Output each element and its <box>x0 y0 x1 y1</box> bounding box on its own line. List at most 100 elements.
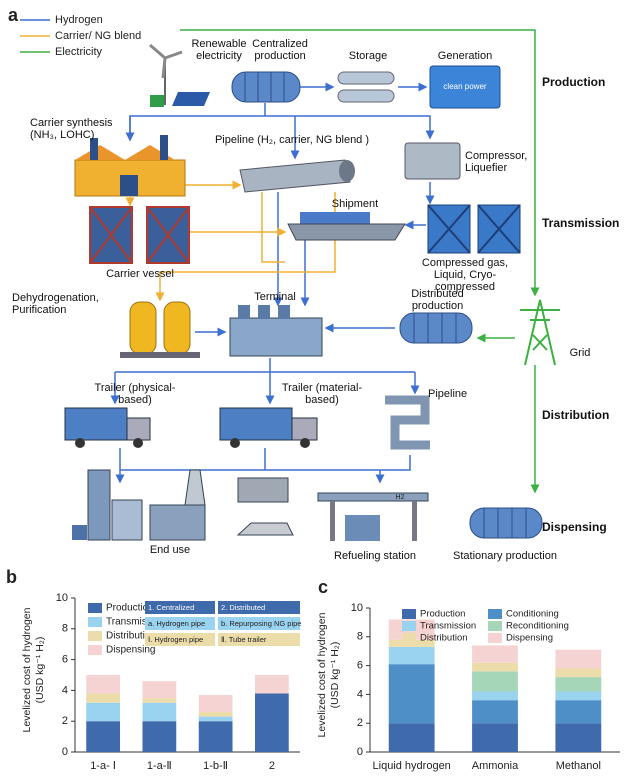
pipes <box>385 400 430 445</box>
label: Storage <box>338 50 398 62</box>
x-tick-label: Ammonia <box>472 760 519 772</box>
legend-swatch <box>488 621 502 631</box>
annotation-box <box>218 633 300 646</box>
bar-segment <box>143 681 177 698</box>
bar-segment <box>389 620 435 640</box>
label: Stationary production <box>440 550 570 562</box>
legend-label: Dispensing <box>506 633 553 644</box>
annotation: 1. Centralized <box>148 603 194 612</box>
legend-swatch <box>88 631 102 641</box>
bar-segment <box>143 698 177 703</box>
legend-label: Distribution <box>420 633 468 644</box>
bar-segment <box>199 721 233 752</box>
bar-segment <box>472 700 518 723</box>
storage <box>338 72 394 102</box>
legend-label: Carrier/ NG blend <box>55 30 141 42</box>
carrier-vessel <box>90 207 189 263</box>
y-tick-label: 8 <box>357 631 363 643</box>
y-tick-label: 0 <box>62 746 68 758</box>
label: Trailer (physical-based) <box>90 382 180 406</box>
annotation: 2. Distributed <box>221 603 265 612</box>
bar-segment <box>555 650 601 669</box>
legend-label: Electricity <box>55 46 103 58</box>
stage-label: Transmission <box>542 216 619 230</box>
legend-swatch <box>88 603 102 613</box>
y-tick-label: 8 <box>62 623 68 635</box>
bar-segment <box>199 695 233 712</box>
label: Compressor, Liquefier <box>465 150 545 174</box>
bar-segment <box>255 693 289 752</box>
label: End use <box>135 544 205 556</box>
bar-segment <box>472 723 518 752</box>
bar-segment <box>255 675 289 693</box>
icon-text: H2 <box>396 494 405 501</box>
bar-segment <box>86 721 120 752</box>
legend-label: Distribution <box>106 631 156 642</box>
figure: a Hydrogen Carrier/ NG blend Electricity <box>0 0 627 784</box>
legend-label: Dispensing <box>106 645 155 656</box>
legend-label: Hydrogen <box>55 14 103 26</box>
vehicles <box>238 478 293 535</box>
legend-swatch <box>88 645 102 655</box>
bar-segment <box>472 663 518 672</box>
legend-label: Reconditioning <box>506 621 569 632</box>
bar-segment <box>143 703 177 721</box>
legend-swatch <box>402 621 416 631</box>
annotation-box <box>145 633 215 646</box>
annotation-box <box>145 617 215 630</box>
bar-segment <box>555 677 601 691</box>
bar-segment <box>86 703 120 721</box>
legend-swatch <box>402 609 416 619</box>
x-tick-label: 1-a- Ⅰ <box>90 760 116 772</box>
label: Carrier synthesis (NH₃, LOHC) <box>30 117 140 141</box>
pipeline <box>240 160 355 192</box>
annotation-box <box>218 601 300 614</box>
x-tick-label: 2 <box>269 760 275 772</box>
label: Refueling station <box>320 550 430 562</box>
bar-segment <box>555 668 601 677</box>
end-use <box>72 470 205 540</box>
label: Grid <box>560 347 600 359</box>
x-tick-label: Liquid hydrogen <box>373 760 451 772</box>
label: Pipeline <box>428 388 478 400</box>
stage-label: Dispensing <box>542 520 607 534</box>
label: Centralized production <box>240 38 320 62</box>
bar-segment <box>472 671 518 691</box>
bar-segment <box>143 721 177 752</box>
legend-swatch <box>488 609 502 619</box>
label: Dehydrogenation, Purification <box>12 292 122 316</box>
legend-label: Production <box>106 603 154 614</box>
annotation: a. Hydrogen pipe <box>148 619 205 628</box>
y-tick-label: 0 <box>357 746 363 758</box>
annotation: Ⅰ. Hydrogen pipe <box>148 635 203 644</box>
y-axis-label: (USD kg⁻¹ H₂) <box>34 637 46 704</box>
bar-segment <box>86 675 120 693</box>
truck <box>220 408 317 448</box>
label: Pipeline (H₂, carrier, NG blend ) <box>212 134 372 146</box>
y-tick-label: 2 <box>357 717 363 729</box>
refueling-station: H2 <box>318 493 428 541</box>
bar-segment <box>389 647 435 664</box>
legend-label: Conditioning <box>506 609 559 620</box>
bar-segment <box>472 692 518 701</box>
tank <box>470 508 542 538</box>
y-tick-label: 4 <box>357 688 363 700</box>
icon-text: clean power <box>443 82 486 91</box>
ship <box>288 212 405 240</box>
y-tick-label: 10 <box>56 592 68 604</box>
y-tick-label: 6 <box>357 660 363 672</box>
annotation: Ⅱ. Tube trailer <box>221 635 267 644</box>
diagram: a Hydrogen Carrier/ NG blend Electricity <box>0 0 627 570</box>
factory <box>75 135 185 196</box>
label: Trailer (material-based) <box>272 382 372 406</box>
bar-segment <box>472 645 518 662</box>
bar-segment <box>86 693 120 702</box>
annotation-box <box>145 601 215 614</box>
bar-segment <box>389 640 435 647</box>
bar-segment <box>389 723 435 752</box>
truck <box>65 408 150 448</box>
label: Carrier vessel <box>90 268 190 280</box>
panel-label: c <box>318 577 328 597</box>
legend-swatch <box>402 633 416 643</box>
legend-label: Transmission <box>420 621 476 632</box>
